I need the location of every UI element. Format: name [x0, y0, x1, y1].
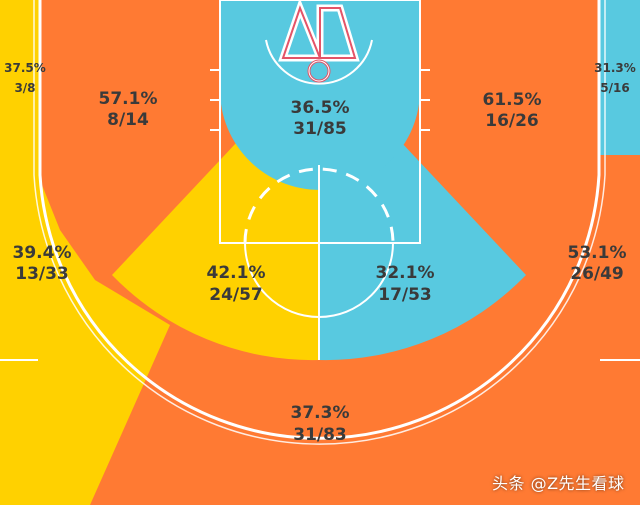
zone-frac-left-wing-3: 13/33	[15, 264, 69, 284]
zone-pct-left-wing-3: 39.4%	[13, 243, 72, 263]
zone-frac-left-baseline-mid: 8/14	[107, 110, 149, 130]
basket	[278, 0, 360, 83]
zone-frac-left-corner-3: 3/8	[14, 81, 35, 95]
zone-pct-right-wing-3: 53.1%	[568, 243, 627, 263]
zone-pct-left-corner-3: 37.5%	[4, 61, 46, 75]
zone-frac-left-elbow-mid: 24/57	[209, 285, 263, 305]
three-point-line-outer	[33, 0, 606, 445]
zone-pct-top-key-3: 37.3%	[291, 403, 350, 423]
zone-pct-right-baseline-mid: 61.5%	[483, 90, 542, 110]
watermark: 头条 @Z先生看球	[492, 474, 625, 493]
rim-inner	[308, 60, 330, 82]
zone-pct-right-corner-3: 31.3%	[594, 61, 636, 75]
zone-labels: 37.5% 3/8 57.1%8/14 36.5%31/85 61.5%16/26 31.…	[4, 61, 636, 445]
zone-pct-left-elbow-mid: 42.1%	[207, 263, 266, 283]
backboard-support-outline	[281, 5, 357, 59]
zone-pct-left-baseline-mid: 57.1%	[99, 89, 158, 109]
zone-right-corner-3	[600, 0, 640, 155]
zone-frac-restricted-paint: 31/85	[293, 119, 347, 139]
zone-frac-right-wing-3: 26/49	[570, 264, 624, 284]
ft-circle-top	[243, 167, 395, 244]
zone-pct-restricted-paint: 36.5%	[291, 98, 350, 118]
zone-left-wing-3	[0, 155, 170, 505]
restricted-arc	[265, 39, 373, 85]
zone-frac-right-elbow-mid: 17/53	[378, 285, 432, 305]
zone-frac-top-key-3: 31/83	[293, 425, 347, 445]
three-point-line	[38, 0, 601, 440]
zone-pct-right-elbow-mid: 32.1%	[376, 263, 435, 283]
zone-frac-right-baseline-mid: 16/26	[485, 111, 539, 131]
zone-frac-right-corner-3: 5/16	[600, 81, 629, 95]
zone-left-elbow-mid	[112, 125, 319, 361]
zone-right-elbow-mid	[319, 125, 526, 361]
court-lines	[0, 0, 640, 445]
